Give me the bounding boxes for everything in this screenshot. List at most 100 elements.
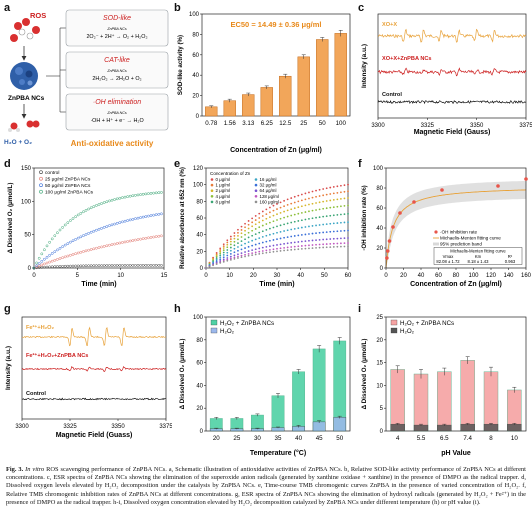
data-point: [222, 256, 225, 259]
data-point: [121, 241, 124, 244]
data-point: [219, 249, 222, 251]
data-point: [343, 221, 346, 224]
data-point: [102, 201, 106, 204]
data-point: [308, 247, 310, 250]
bar: [460, 423, 475, 432]
legend-marker: [210, 178, 214, 181]
chart-h: 0 20 40 60 80 100 Temperature (°C) Δ Dissolved …: [179, 315, 351, 457]
data-point: [229, 243, 232, 246]
data-point: [297, 245, 300, 248]
data-point: [61, 226, 64, 229]
data-point: [311, 232, 314, 235]
data-point: [318, 231, 321, 234]
data-point: [84, 249, 88, 253]
y-tick-label: 0: [28, 266, 32, 272]
data-point: [45, 244, 49, 248]
ec50-title: EC50 = 14.49 ± 0.36 μg/ml: [230, 20, 321, 29]
data-point: [336, 191, 339, 194]
data-point: [340, 237, 342, 240]
data-point: [315, 243, 317, 246]
nanocluster-icon: [10, 62, 38, 90]
data-point: [69, 240, 72, 244]
data-point: [110, 243, 114, 246]
data-point: [322, 246, 325, 249]
data-point: [293, 248, 296, 251]
data-point: [126, 195, 129, 198]
panel-g-label: g: [4, 303, 11, 315]
fit-table-value: 8.18 ± 1.43: [468, 259, 490, 264]
data-point: [113, 198, 116, 201]
data-point: [315, 195, 317, 198]
data-point: [258, 231, 261, 234]
data-point: [115, 197, 119, 201]
data-point: [118, 264, 122, 267]
legend-marker: [210, 183, 214, 187]
data-point: [340, 205, 342, 208]
ros-label: ROS: [30, 11, 46, 20]
data-point: [45, 265, 49, 269]
x-tick-label: 20: [213, 435, 220, 442]
data-point: [279, 217, 282, 220]
x-tick-label: 60: [345, 273, 352, 279]
y-tick-label: 20: [376, 246, 383, 252]
data-point: [89, 248, 93, 251]
legend-label: 1 μg/ml: [216, 183, 231, 188]
data-point: [244, 255, 246, 258]
y-tick-label: 80: [376, 186, 383, 192]
data-point: [332, 186, 335, 188]
data-point: [79, 264, 83, 268]
data-point: [315, 246, 317, 249]
data-point: [115, 221, 119, 225]
data-point: [300, 234, 303, 236]
data-point: [385, 256, 389, 260]
data-point: [311, 190, 314, 193]
data-point: [141, 192, 145, 196]
panel-e-label: e: [174, 158, 181, 170]
data-point: [290, 228, 293, 231]
data-point: [92, 264, 96, 268]
data-point: [226, 246, 229, 249]
data-point: [233, 232, 236, 234]
x-tick-label: 40: [295, 435, 302, 442]
data-point: [329, 222, 332, 225]
legend-label: 160 μg/ml: [260, 199, 279, 204]
data-point: [332, 206, 335, 209]
y-tick-label: 20: [196, 406, 203, 412]
data-point: [222, 247, 225, 249]
y-tick-label: 60: [196, 216, 203, 222]
data-point: [141, 237, 145, 241]
data-point: [329, 242, 332, 245]
data-point: [251, 239, 254, 242]
data-point: [269, 239, 271, 242]
bar: [413, 373, 429, 432]
data-point: [131, 217, 135, 221]
data-point: [322, 243, 325, 246]
bar: [334, 33, 347, 117]
data-point: [139, 216, 142, 219]
plot-frame: [33, 167, 165, 269]
data-point: [283, 249, 285, 252]
legend-marker: [254, 195, 258, 198]
oh-box: [65, 93, 169, 131]
data-point: [226, 243, 229, 246]
data-point: [48, 265, 51, 269]
data-point: [272, 204, 275, 207]
bar: [292, 371, 305, 432]
panel-b: b 0 20 40 60 80 100 Concentration of Zn (μg/ml…: [172, 0, 356, 158]
data-point: [272, 214, 275, 217]
data-point: [524, 177, 528, 181]
data-point: [297, 194, 300, 197]
x-tick-label: 0: [32, 273, 36, 279]
data-point: [154, 213, 158, 217]
data-point: [286, 229, 289, 232]
data-point: [123, 195, 127, 199]
data-point: [322, 207, 325, 210]
x-tick-label: 3350: [470, 123, 484, 129]
data-point: [325, 200, 328, 202]
data-point: [347, 197, 349, 199]
data-point: [233, 244, 236, 247]
data-point: [110, 223, 114, 227]
fit-table-header: Km: [475, 254, 482, 259]
data-point: [276, 219, 278, 221]
